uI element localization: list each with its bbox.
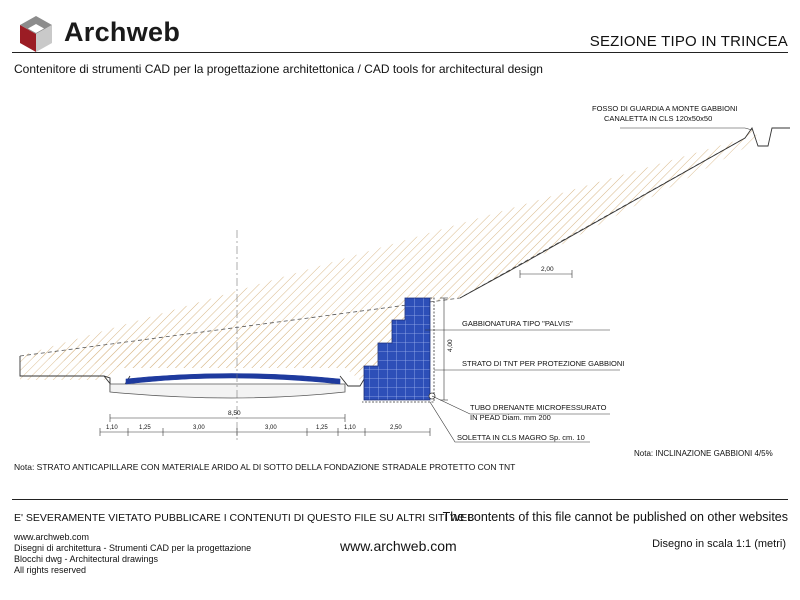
label-strato-tnt: STRATO DI TNT PER PROTEZIONE GABBIONI — [462, 359, 624, 368]
tnt-layer — [362, 297, 435, 403]
dim-seg-3: 3,00 — [193, 425, 205, 431]
footer-divider — [12, 499, 788, 500]
footer-line-rights: All rights reserved — [14, 565, 87, 575]
road-pavement — [125, 373, 341, 385]
soil-hatch-upper — [20, 138, 745, 372]
dim-gabion-height: 4,00 — [447, 339, 454, 352]
footer-line-website: www.archweb.com — [14, 532, 90, 542]
page-subtitle: Contenitore di strumenti CAD per la prog… — [14, 62, 543, 76]
warning-italian: E' SEVERAMENTE VIETATO PUBBLICARE I CONT… — [14, 512, 475, 524]
header-divider — [12, 52, 788, 53]
right-ditch — [339, 375, 367, 387]
label-fosso-1: FOSSO DI GUARDIA A MONTE GABBIONI — [592, 104, 737, 113]
label-fosso-2: CANALETTA IN CLS 120x50x50 — [604, 114, 712, 123]
leader-fosso — [620, 127, 753, 131]
label-gabbionatura: GABBIONATURA TIPO "PALVIS" — [462, 319, 573, 328]
upper-slope-line — [459, 127, 790, 299]
label-tubo-1: TUBO DRENANTE MICROFESSURATO — [470, 403, 607, 412]
brand-name: Archweb — [64, 17, 181, 47]
footer-scale: Disegno in scala 1:1 (metri) — [652, 538, 786, 550]
warning-english: The contents of this file cannot be publ… — [442, 510, 788, 524]
note-inclinazione: Nota: INCLINAZIONE GABBIONI 4/5% — [634, 449, 773, 458]
dim-seg-6: 1,10 — [344, 425, 356, 431]
label-tubo-2: IN PEAD Diam. mm 200 — [470, 413, 551, 422]
gabion-wall — [363, 297, 431, 401]
dim-seg-1: 1,10 — [106, 425, 118, 431]
note-strato: Nota: STRATO ANTICAPILLARE CON MATERIALE… — [14, 462, 516, 472]
page-title: SEZIONE TIPO IN TRINCEA — [589, 33, 788, 50]
leader-tubo — [431, 395, 610, 415]
leader-soletta — [429, 401, 590, 443]
dim-seg-7: 2,50 — [390, 425, 402, 431]
footer-line-disegni: Disegni di architettura - Strumenti CAD … — [14, 543, 252, 553]
footer-url[interactable]: www.archweb.com — [340, 538, 457, 554]
archweb-logo-icon — [20, 16, 52, 52]
dim-seg-5: 1,25 — [316, 425, 328, 431]
footer-line-blocchi: Blocchi dwg - Architectural drawings — [14, 554, 159, 564]
dimension-chain — [99, 428, 431, 436]
label-soletta: SOLETTA IN CLS MAGRO Sp. cm. 10 — [457, 433, 585, 442]
dim-road-width: 8,50 — [228, 410, 241, 417]
dim-seg-2: 1,25 — [139, 425, 151, 431]
road-foundation — [109, 383, 346, 399]
dim-seg-4: 3,00 — [265, 425, 277, 431]
dim-berm: 2,00 — [541, 266, 554, 273]
